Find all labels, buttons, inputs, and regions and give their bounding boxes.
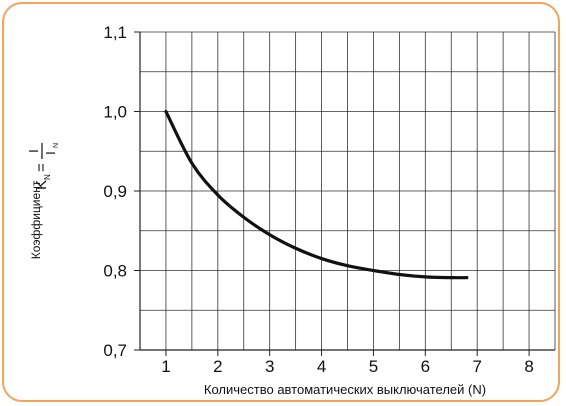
y-ticks: [134, 31, 140, 351]
x-tick-label: 1: [161, 357, 170, 376]
y-tick-label: 1,1: [103, 23, 127, 42]
horizontal-gridlines: [140, 31, 555, 311]
formula-eq: =: [33, 163, 50, 172]
chart-frame: [2, 2, 560, 402]
y-tick-label: 1,0: [103, 103, 127, 122]
y-tick-label: 0,9: [103, 182, 127, 201]
x-tick-label: 8: [524, 357, 533, 376]
formula-k: K: [33, 180, 50, 190]
x-tick-labels: 1 2 3 4 5 6 7 8: [161, 357, 534, 376]
formula-den-sub: N: [53, 143, 60, 148]
x-tick-label: 7: [472, 357, 481, 376]
series-group: [164, 109, 469, 280]
formula-num: I: [26, 149, 41, 153]
series-line: [164, 109, 469, 280]
x-tick-label: 2: [213, 357, 222, 376]
y-axis-label: Коэффициент: [29, 180, 43, 259]
x-axis-label: Количество автоматических выключателей (…: [204, 382, 486, 397]
y-tick-labels: 0,7 0,8 0,9 1,0 1,1: [103, 23, 127, 360]
x-tick-label: 3: [265, 357, 274, 376]
x-tick-label: 6: [421, 357, 430, 376]
formula-k-sub: N: [43, 174, 52, 180]
y-tick-label: 0,7: [103, 341, 127, 360]
formula-den: I: [43, 151, 58, 155]
x-tick-label: 5: [369, 357, 378, 376]
y-tick-label: 0,8: [103, 262, 127, 281]
x-tick-label: 4: [317, 357, 326, 376]
y-axis-formula: K N = I I N: [26, 143, 60, 190]
x-ticks: [165, 350, 530, 356]
